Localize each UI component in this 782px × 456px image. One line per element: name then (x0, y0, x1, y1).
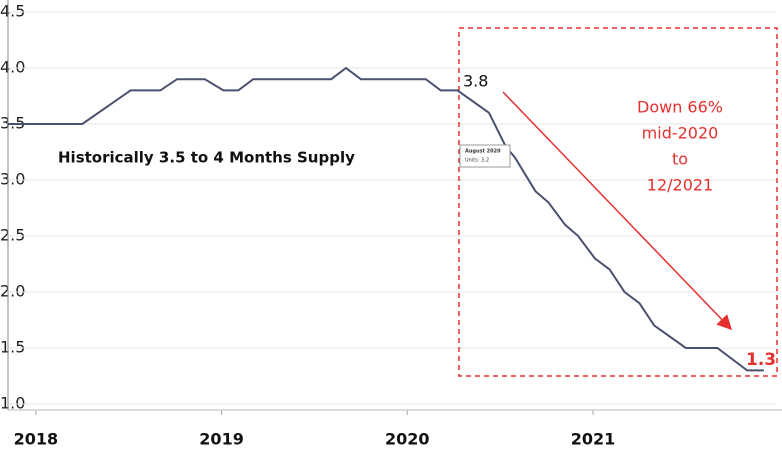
y-tick-label: 3.0 (0, 170, 25, 189)
annotation-group: Down 66% mid-2020 to 12/2021 (637, 98, 723, 195)
annotation: to (672, 150, 688, 169)
tooltip: August 2020 Units: 3.2 (459, 144, 511, 168)
annotation: 3.8 (463, 72, 488, 91)
tooltip-text: August 2020 (465, 149, 501, 155)
annotation: 12/2021 (647, 176, 713, 195)
y-tick-label: 2.5 (0, 226, 25, 245)
arrow (502, 91, 733, 331)
annotation: 1.3 (746, 350, 776, 370)
tooltip-text: Units: 3.2 (465, 158, 489, 164)
x-tick-label: 2020 (385, 430, 430, 449)
highlight-box (458, 27, 778, 377)
x-tick-label: 2018 (14, 430, 59, 449)
annotation: Historically 3.5 to 4 Months Supply (58, 149, 355, 167)
y-tick-label: 4.5 (0, 2, 25, 21)
tooltip-box (459, 144, 511, 168)
annotation: mid-2020 (642, 124, 719, 143)
y-tick-label: 4.0 (0, 58, 25, 77)
y-tick-label: 2.0 (0, 282, 25, 301)
data-line (8, 66, 764, 372)
y-tick-label: 1.0 (0, 394, 25, 413)
x-tick-label: 2019 (199, 430, 244, 449)
x-tick-label: 2021 (571, 430, 616, 449)
y-tick-label: 1.5 (0, 338, 25, 357)
annotation: Down 66% (637, 98, 723, 117)
